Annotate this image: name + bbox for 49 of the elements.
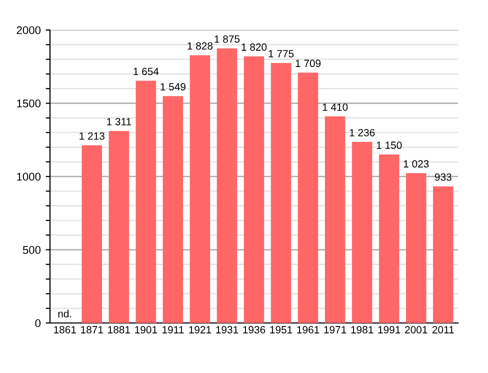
data-label: 1 875	[214, 35, 240, 43]
bar	[136, 80, 156, 323]
bar	[190, 55, 210, 323]
x-tick-label: 1861	[54, 326, 76, 334]
y-tick-label: 1000	[17, 172, 41, 181]
bar	[378, 154, 400, 323]
y-tick-label: 2000	[16, 26, 41, 34]
y-tick-label: 1500	[17, 100, 41, 108]
bar	[108, 130, 130, 323]
bar	[244, 56, 264, 323]
x-tick-label: 2011	[432, 326, 454, 334]
data-label: 1 023	[404, 160, 429, 168]
bar	[270, 62, 292, 323]
x-tick-label: 2001	[405, 326, 428, 334]
bar	[82, 145, 102, 323]
bar	[216, 48, 238, 323]
x-tick-label: 1951	[270, 326, 292, 334]
bar	[162, 96, 184, 323]
y-tick-label: 500	[22, 246, 41, 254]
data-label: 933	[434, 173, 452, 181]
bar	[352, 142, 372, 323]
x-tick-label: 1881	[108, 326, 130, 334]
x-tick-label: 1961	[297, 326, 320, 334]
data-label: 1 311	[107, 118, 132, 126]
data-label: 1 654	[134, 68, 159, 76]
text: nd.	[58, 310, 72, 318]
x-tick-label: 1911	[162, 326, 184, 334]
bar	[406, 173, 426, 323]
x-tick-label: 1871	[81, 326, 103, 334]
data-label: 1 709	[296, 60, 321, 68]
data-label: 1 775	[268, 50, 294, 58]
bar	[298, 72, 318, 323]
data-label: 1 828	[188, 42, 213, 50]
x-tick-label: 1901	[135, 326, 157, 334]
data-label: 1 820	[242, 43, 267, 51]
y-tick-label: 0	[35, 319, 41, 328]
data-label: 1 549	[160, 83, 186, 90]
data-label: 1 150	[376, 142, 402, 149]
x-tick-label: 1981	[351, 326, 374, 334]
bar	[433, 186, 454, 323]
data-label: 1 213	[80, 132, 104, 140]
x-tick-label: 1936	[243, 326, 266, 334]
data-label: 1 236	[350, 128, 375, 136]
x-tick-label: 1921	[189, 326, 212, 334]
data-label: 1 410	[322, 103, 348, 111]
x-tick-label: 1991	[378, 326, 400, 334]
bar	[324, 116, 346, 323]
x-tick-label: 1931	[216, 326, 238, 334]
x-tick-label: 1971	[324, 326, 346, 334]
